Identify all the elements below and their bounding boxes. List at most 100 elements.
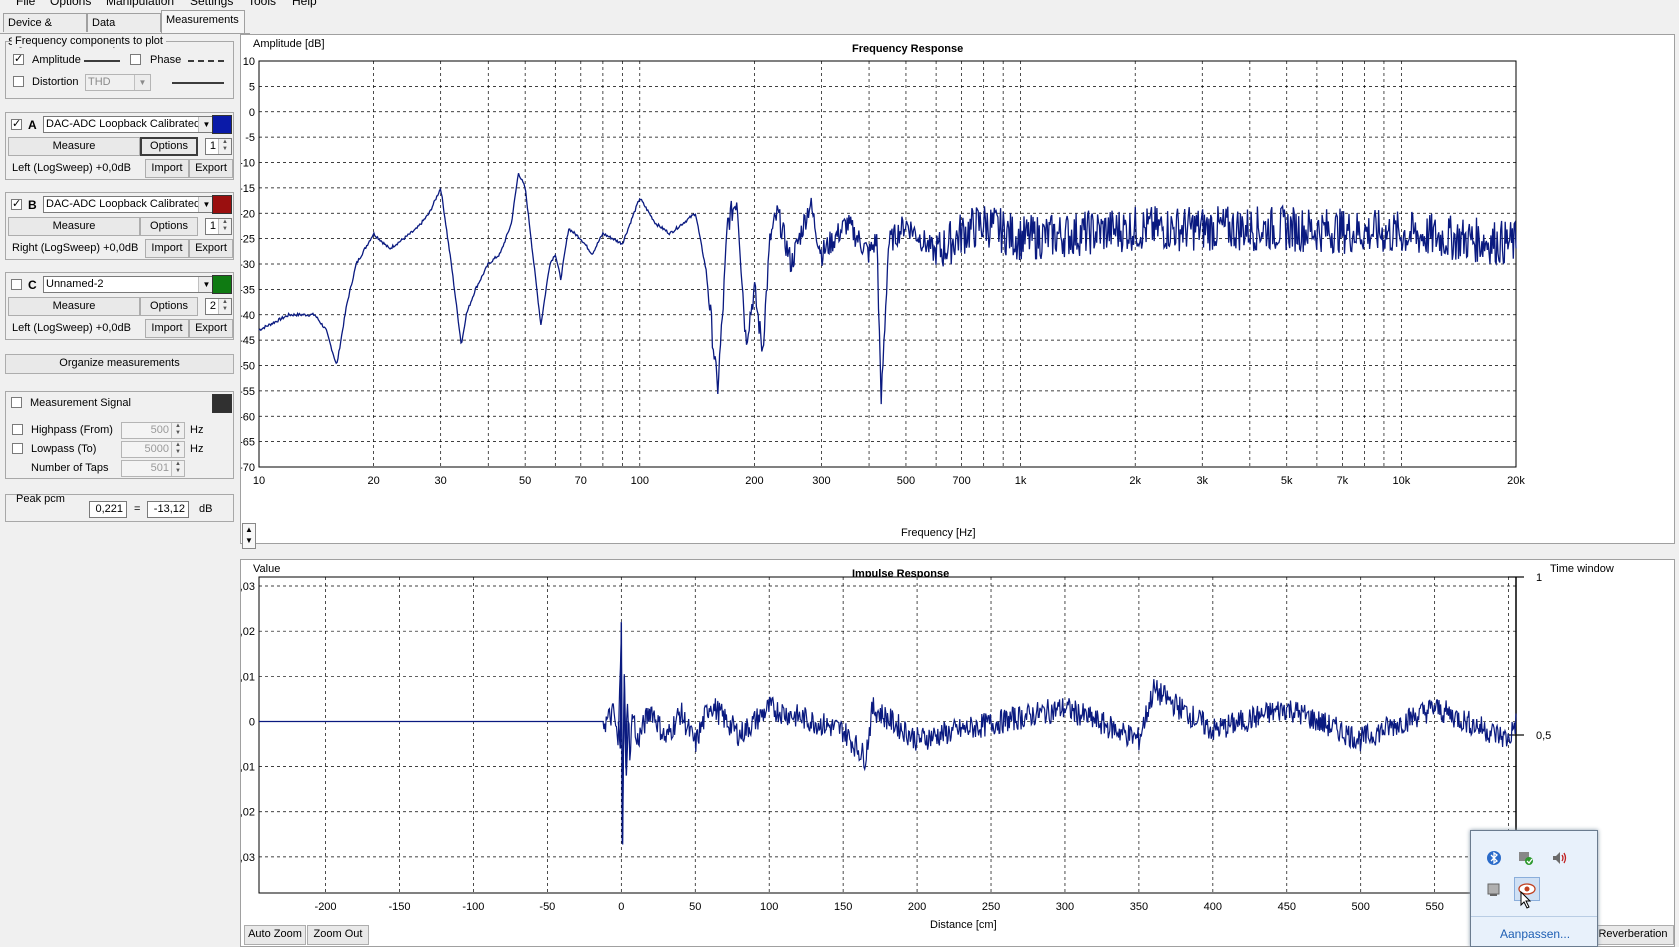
impulse-x-tick-label: -150 bbox=[388, 901, 410, 913]
freq-y-tick-label: -5 bbox=[245, 132, 255, 144]
menu-help[interactable]: Help bbox=[292, 0, 317, 8]
measurement-a-letter: A bbox=[28, 118, 37, 132]
measurement-a-measure-button[interactable]: Measure bbox=[8, 137, 140, 156]
measurement-a-import-button[interactable]: Import bbox=[145, 159, 189, 178]
bluetooth-icon[interactable] bbox=[1485, 849, 1503, 867]
highpass-checkbox[interactable] bbox=[12, 424, 23, 435]
measurement-signal-color-swatch[interactable] bbox=[212, 394, 232, 413]
phase-line-sample bbox=[188, 60, 224, 62]
measurement-a-count-spinner[interactable]: 1 ▲ ▼ bbox=[205, 138, 232, 155]
measurement-a-name: DAC-ADC Loopback Calibrated bbox=[46, 118, 201, 130]
reverberation-button[interactable]: Reverberation bbox=[1592, 925, 1674, 945]
lowpass-label: Lowpass (To) bbox=[31, 443, 97, 455]
lowpass-spinner[interactable]: 5000 ▲ ▼ bbox=[121, 441, 185, 458]
tab-data-analysis[interactable]: Data analysis bbox=[87, 13, 161, 48]
tab-measurements[interactable]: Measurements bbox=[161, 10, 245, 33]
measurement-c-count: 2 bbox=[209, 300, 216, 312]
freq-y-tick-label: -65 bbox=[241, 437, 255, 449]
measurement-b-color-swatch[interactable] bbox=[212, 195, 232, 214]
frequency-response-chart[interactable]: 1050-5-10-15-20-25-30-35-40-45-50-55-60-… bbox=[241, 35, 1674, 543]
measurement-signal-checkbox[interactable] bbox=[11, 397, 22, 408]
eye-tray-icon[interactable] bbox=[1514, 877, 1540, 901]
freq-y-tick-label: -20 bbox=[241, 208, 255, 220]
measurement-c-export-button[interactable]: Export bbox=[189, 319, 233, 338]
peak-equals: = bbox=[134, 503, 141, 515]
peak-pcm-value: 0,221 bbox=[89, 501, 127, 518]
menu-tools[interactable]: Tools bbox=[248, 0, 277, 8]
impulse-x-tick-label: 550 bbox=[1425, 901, 1443, 913]
measurement-a-color-swatch[interactable] bbox=[212, 115, 232, 134]
freq-y-tick-label: -10 bbox=[241, 158, 255, 170]
freq-y-tick-label: 0 bbox=[249, 107, 255, 119]
freq-y-tick-label: -35 bbox=[241, 284, 255, 296]
measurement-b-measure-button[interactable]: Measure bbox=[8, 217, 140, 236]
measurement-a-select[interactable]: DAC-ADC Loopback Calibrated ▼ bbox=[43, 116, 215, 133]
spinner-arrows-icon[interactable]: ▲ ▼ bbox=[171, 423, 184, 438]
highpass-spinner[interactable]: 500 ▲ ▼ bbox=[121, 422, 185, 439]
impulse-plot-area bbox=[258, 576, 1517, 894]
impulse-x-tick-label: 200 bbox=[908, 901, 926, 913]
chevron-down-icon: ▼ bbox=[134, 75, 150, 90]
tray-divider bbox=[1471, 916, 1597, 917]
panel-splitter-arrows-icon[interactable]: ▲ ▼ bbox=[242, 523, 256, 549]
measurement-c-count-spinner[interactable]: 2 ▲ ▼ bbox=[205, 298, 232, 315]
spinner-arrows-icon[interactable]: ▲ ▼ bbox=[218, 219, 231, 234]
measurement-b-checkbox[interactable]: ✓ bbox=[11, 198, 22, 210]
measurement-a-count: 1 bbox=[209, 140, 216, 152]
impulse-y-tick-label: 0,02 bbox=[241, 626, 255, 638]
freq-x-tick-label: 100 bbox=[631, 475, 649, 487]
lowpass-checkbox[interactable] bbox=[12, 443, 23, 454]
auto-zoom-button[interactable]: Auto Zoom bbox=[244, 925, 306, 945]
measurement-a-export-button[interactable]: Export bbox=[189, 159, 233, 178]
tab-device-signal[interactable]: Device & Signal bbox=[3, 13, 87, 48]
volume-icon[interactable] bbox=[1550, 849, 1568, 867]
menu-file[interactable]: File bbox=[16, 0, 36, 8]
impulse-x-tick-label: -100 bbox=[462, 901, 484, 913]
tray-customize-link[interactable]: Aanpassen... bbox=[1500, 927, 1571, 941]
spinner-arrows-icon[interactable]: ▲ ▼ bbox=[171, 442, 184, 457]
measurement-c-import-button[interactable]: Import bbox=[145, 319, 189, 338]
freq-y-tick-label: -70 bbox=[241, 462, 255, 474]
measurement-b-options-button[interactable]: Options bbox=[140, 217, 198, 236]
amplitude-checkbox[interactable]: ✓ bbox=[13, 53, 24, 65]
impulse-response-chart[interactable]: -200 -150 -100 -50 0 50 100 150 200 250 300 350 400 4… bbox=[241, 560, 1674, 946]
zoom-out-button[interactable]: Zoom Out bbox=[307, 925, 369, 945]
spinner-arrows-icon[interactable]: ▲ ▼ bbox=[218, 299, 231, 314]
measurement-b-import-button[interactable]: Import bbox=[145, 239, 189, 258]
phase-checkbox[interactable] bbox=[130, 54, 141, 65]
measurement-a-options-button[interactable]: Options bbox=[140, 137, 198, 156]
network-icon[interactable] bbox=[1485, 881, 1503, 899]
measurement-c-checkbox[interactable] bbox=[11, 279, 22, 290]
measurement-c-color-swatch[interactable] bbox=[212, 275, 232, 294]
measurement-c-select[interactable]: Unnamed-2 ▼ bbox=[43, 276, 215, 293]
impulse-y-tick-label: -0,02 bbox=[241, 807, 255, 819]
taps-spinner[interactable]: 501 ▲ ▼ bbox=[121, 460, 185, 477]
lowpass-value: 5000 bbox=[144, 443, 169, 455]
frequency-components-title: Frequency components to plot bbox=[12, 35, 166, 47]
measurement-c-info: Left (LogSweep) +0,0dB bbox=[12, 322, 131, 334]
measurement-c-options-button[interactable]: Options bbox=[140, 297, 198, 316]
measurement-b-name: DAC-ADC Loopback Calibrated bbox=[46, 198, 201, 210]
safely-remove-hardware-icon[interactable] bbox=[1517, 849, 1535, 867]
impulse-x-tick-label: 50 bbox=[689, 901, 701, 913]
measurement-a-checkbox[interactable]: ✓ bbox=[11, 118, 22, 130]
distortion-checkbox[interactable] bbox=[13, 76, 24, 87]
spinner-arrows-icon[interactable]: ▲ ▼ bbox=[218, 139, 231, 154]
menu-manipulation[interactable]: Manipulation bbox=[106, 0, 175, 8]
measurement-b-info: Right (LogSweep) +0,0dB bbox=[12, 242, 139, 254]
menu-options[interactable]: Options bbox=[50, 0, 92, 8]
distortion-type-value: THD bbox=[88, 76, 111, 88]
measurement-b-select[interactable]: DAC-ADC Loopback Calibrated ▼ bbox=[43, 196, 215, 213]
menu-settings[interactable]: Settings bbox=[190, 0, 234, 8]
highpass-unit: Hz bbox=[190, 424, 204, 436]
organize-measurements-button[interactable]: Organize measurements bbox=[5, 354, 234, 374]
impulse-x-tick-label: -50 bbox=[539, 901, 555, 913]
spinner-arrows-icon[interactable]: ▲ ▼ bbox=[171, 461, 184, 476]
measurement-b-count-spinner[interactable]: 1 ▲ ▼ bbox=[205, 218, 232, 235]
freq-series-line bbox=[258, 173, 1517, 405]
measurement-b-export-button[interactable]: Export bbox=[189, 239, 233, 258]
measurement-c-measure-button[interactable]: Measure bbox=[8, 297, 140, 316]
distortion-type-select[interactable]: THD ▼ bbox=[85, 74, 151, 91]
impulse-y-tick-label: 0 bbox=[249, 716, 255, 728]
freq-x-axis-label: Frequency [Hz] bbox=[901, 527, 976, 539]
